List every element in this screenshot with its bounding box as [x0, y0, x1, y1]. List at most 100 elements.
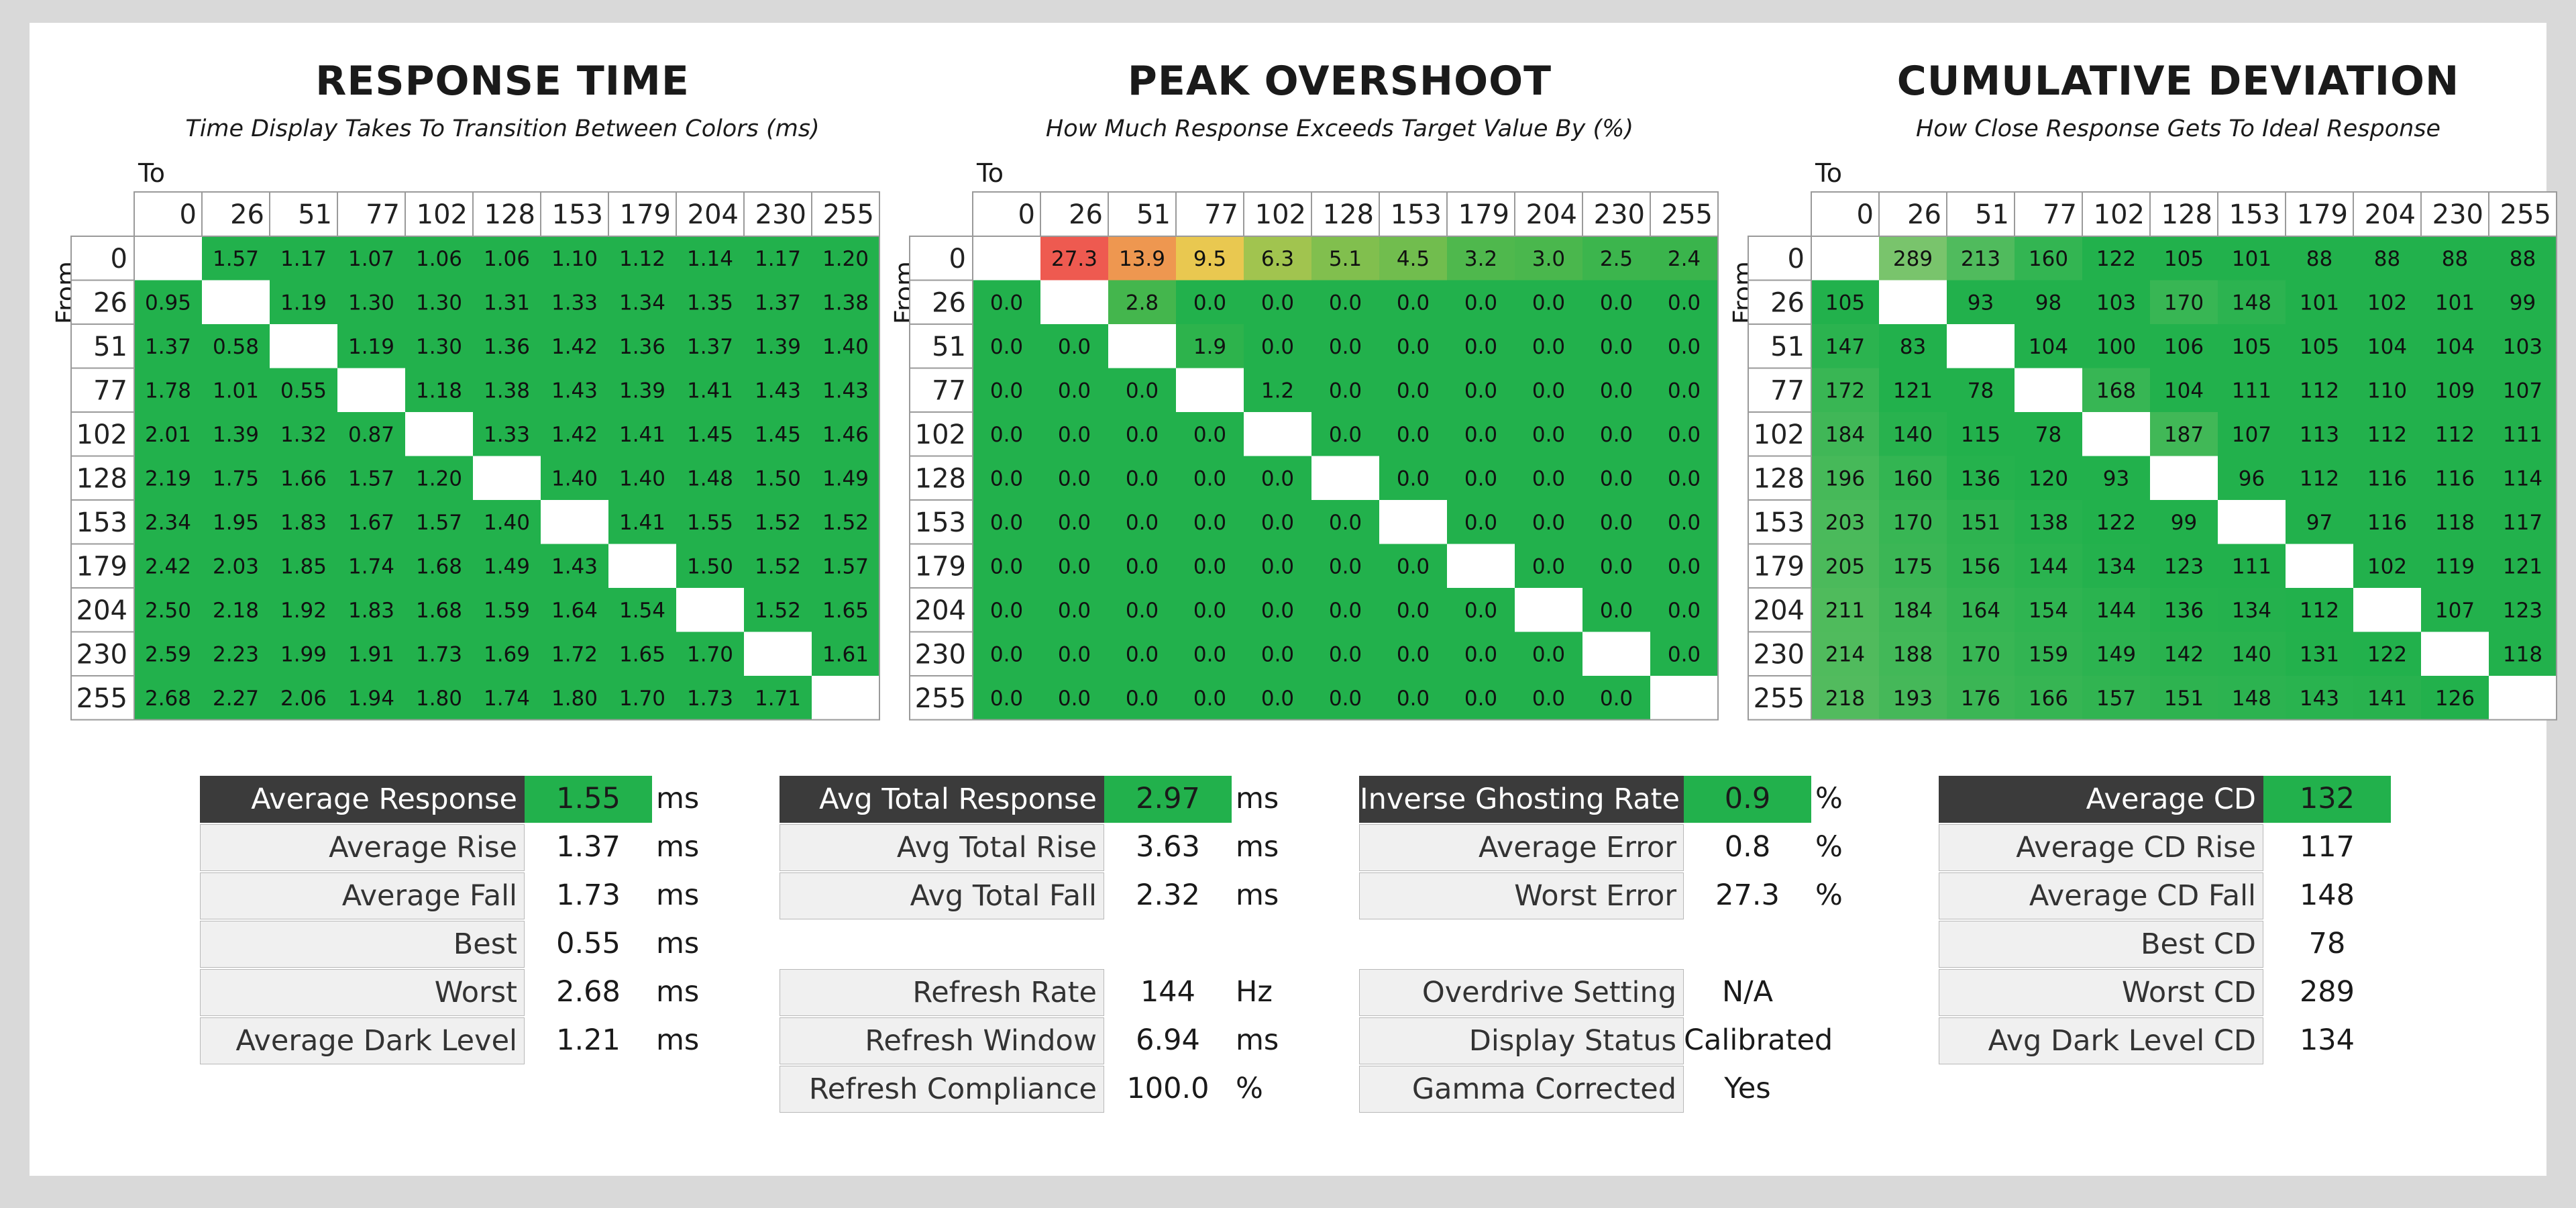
heatmap-cell — [473, 368, 541, 413]
heatmap-cell — [2150, 676, 2218, 720]
diagonal-cell — [134, 236, 202, 281]
heatmap-cell — [1108, 544, 1177, 589]
cell-value-label: 213 — [1961, 247, 2000, 271]
cell-value-label: 0.0 — [1193, 511, 1226, 535]
diagonal-cell — [473, 456, 541, 500]
to-header-cell — [2488, 191, 2557, 237]
cell-value-label: 1.01 — [213, 379, 259, 403]
cell-value-label: 0.0 — [1464, 642, 1497, 666]
cumulative-deviation-title: CUMULATIVE DEVIATION — [1896, 58, 2460, 105]
heatmap-cell — [2082, 588, 2151, 632]
cell-value-label: 0.0 — [1532, 511, 1565, 535]
cell-value-label: 0.0 — [1668, 335, 1701, 359]
from-tick-label: 204 — [915, 595, 966, 626]
diagonal-cell — [1582, 632, 1650, 676]
heatmap-cell — [744, 324, 812, 368]
heatmap-border — [1811, 236, 2557, 721]
cell-value-label: 6.3 — [1261, 247, 1294, 271]
to-header-cell — [1946, 191, 2015, 237]
from-tick-label: 179 — [915, 551, 966, 582]
heatmap-cell — [1108, 676, 1177, 720]
cell-value-label: 105 — [2232, 335, 2271, 359]
heatmap-cell — [1582, 236, 1651, 281]
diagonal-cell — [1947, 324, 2015, 368]
heatmap-cell — [1040, 500, 1109, 544]
heatmap-cell — [1176, 412, 1244, 456]
stat-label: Average Response — [200, 776, 525, 823]
heatmap-cell — [1244, 500, 1312, 544]
heatmap-cell — [1947, 632, 2015, 676]
heatmap-cell — [1582, 588, 1651, 632]
diagonal-cell — [1379, 500, 1447, 544]
heatmap-cell — [541, 236, 609, 281]
heatmap-cell — [608, 500, 677, 544]
stat-label: Best — [200, 921, 525, 968]
heatmap-cell — [2082, 368, 2151, 413]
heatmap-cell — [1244, 676, 1312, 720]
heatmap-cell — [337, 500, 406, 544]
heatmap-cell — [1244, 544, 1312, 589]
cell-value-label: 1.69 — [484, 642, 530, 666]
cell-value-label: 1.17 — [755, 247, 801, 271]
from-tick-label: 102 — [76, 419, 127, 450]
heatmap-cell — [134, 676, 203, 720]
cell-value-label: 1.38 — [484, 379, 530, 403]
cell-value-label: 1.83 — [348, 599, 394, 623]
heatmap-cell — [1650, 456, 1719, 501]
to-tick-label: 51 — [298, 199, 332, 230]
cell-value-label: 157 — [2096, 687, 2136, 711]
cell-value-label: 0.0 — [1668, 291, 1701, 315]
from-header-cell — [909, 587, 973, 633]
stat-unit: Hz — [1236, 975, 1273, 1009]
cell-value-label: 115 — [1961, 423, 2000, 447]
stat-value: 1.73 — [556, 878, 621, 912]
diagonal-cell — [608, 544, 676, 588]
cell-value-label: 0.0 — [1397, 335, 1430, 359]
cell-value-label: 2.27 — [213, 687, 259, 711]
heatmap-cell — [1447, 588, 1515, 632]
heatmap-cell — [1650, 236, 1719, 281]
cell-value-label: 0.0 — [1329, 642, 1362, 666]
heatmap-cell — [1311, 324, 1380, 368]
heatmap-cell — [1947, 544, 2015, 589]
from-header-cell — [70, 543, 135, 589]
heatmap-cell — [744, 236, 812, 281]
stat-row: Avg Total Response 2.97 ms — [780, 776, 1285, 824]
from-header-cell — [909, 455, 973, 501]
heatmap-cell — [134, 280, 203, 325]
heatmap-cell — [1582, 280, 1651, 325]
heatmap-cell — [1811, 588, 1880, 632]
heatmap-cell — [1515, 544, 1583, 589]
from-tick-label: 128 — [76, 463, 127, 494]
diagonal-cell — [270, 324, 337, 368]
stat-label: Avg Total Rise — [780, 824, 1104, 871]
diagonal-cell — [405, 412, 473, 456]
to-tick-label: 128 — [484, 199, 535, 230]
heatmap-cell — [1379, 544, 1448, 589]
heatmap-cell — [1108, 236, 1177, 281]
cell-value-label: 109 — [2435, 379, 2475, 403]
stat-unit: % — [1815, 782, 1843, 815]
heatmap-cell — [202, 324, 270, 368]
heatmap-cell — [541, 544, 609, 589]
cell-value-label: 0.0 — [990, 379, 1023, 403]
cell-value-label: 1.54 — [619, 599, 665, 623]
heatmap-cell — [270, 368, 338, 413]
cell-value-label: 0.0 — [990, 291, 1023, 315]
heatmap-cell — [2150, 324, 2218, 368]
heatmap-cell — [1040, 588, 1109, 632]
diagonal-cell — [1447, 544, 1515, 588]
heatmap-cell — [337, 676, 406, 720]
cell-value-label: 2.8 — [1126, 291, 1159, 315]
cell-value-label: 102 — [2367, 291, 2407, 315]
cell-value-label: 0.0 — [1668, 599, 1701, 623]
heatmap-cell — [473, 676, 541, 720]
heatmap-cell — [2015, 324, 2083, 368]
cell-value-label: 0.0 — [990, 554, 1023, 578]
heatmap-cell — [473, 280, 541, 325]
stat-value: 78 — [2308, 927, 2346, 960]
cell-value-label: 1.73 — [687, 687, 733, 711]
from-header-cell — [70, 455, 135, 501]
cell-value-label: 166 — [2029, 687, 2068, 711]
stat-label: Average Error — [1359, 824, 1684, 871]
